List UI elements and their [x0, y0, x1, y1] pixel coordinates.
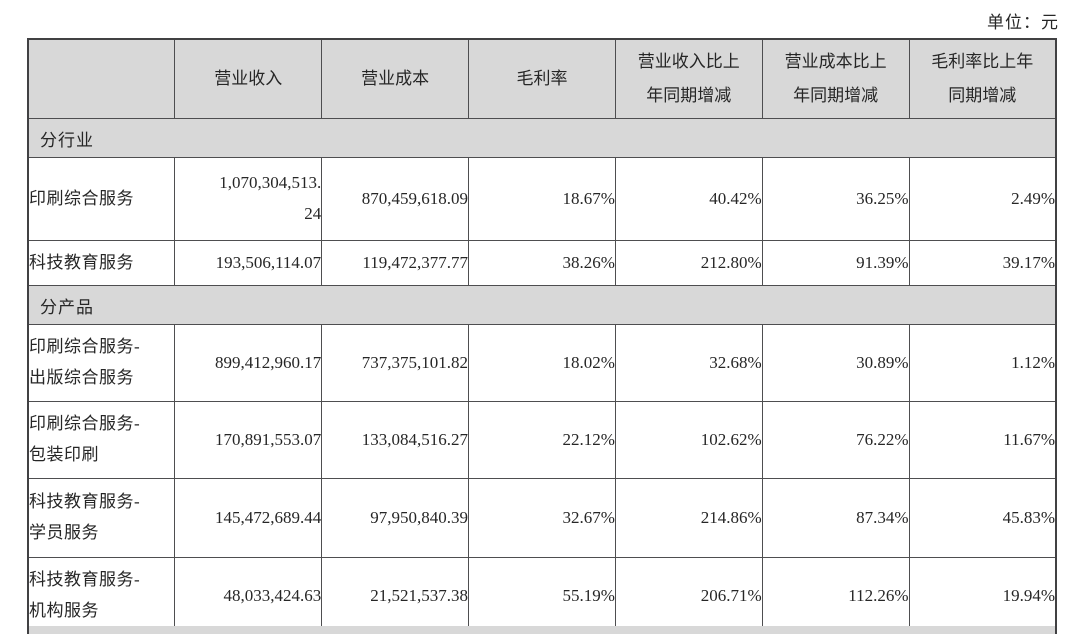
cell-revenue: 48,033,424.63 — [174, 557, 323, 634]
section-label: 分行业 — [27, 118, 1057, 158]
row-label: 科技教育服务- 机构服务 — [27, 557, 176, 634]
cell-cost-yoy: 36.25% — [761, 157, 910, 241]
cell-revenue: 145,472,689.44 — [174, 478, 323, 558]
cell-revenue: 899,412,960.17 — [174, 324, 323, 402]
cell-margin-yoy: 19.94% — [908, 557, 1057, 634]
table-row: 科技教育服务- 机构服务 48,033,424.63 21,521,537.38… — [27, 557, 1057, 634]
cell-cost-yoy: 87.34% — [761, 478, 910, 558]
cell-cost: 21,521,537.38 — [321, 557, 470, 634]
cell-revenue-yoy: 102.62% — [614, 401, 763, 479]
table-row: 科技教育服务 193,506,114.07 119,472,377.77 38.… — [27, 240, 1057, 286]
cell-gross-margin: 38.26% — [468, 240, 616, 286]
cell-cost: 737,375,101.82 — [321, 324, 470, 402]
cell-margin-yoy: 45.83% — [908, 478, 1057, 558]
row-label: 印刷综合服务 — [27, 157, 176, 241]
table-row: 印刷综合服务- 包装印刷 170,891,553.07 133,084,516.… — [27, 401, 1057, 479]
section-label: 分产品 — [27, 285, 1057, 325]
cell-revenue-yoy: 206.71% — [614, 557, 763, 634]
cell-cost: 97,950,840.39 — [321, 478, 470, 558]
col-header-category — [27, 38, 176, 119]
table-row: 科技教育服务- 学员服务 145,472,689.44 97,950,840.3… — [27, 478, 1057, 558]
row-label: 科技教育服务- 学员服务 — [27, 478, 176, 558]
cell-revenue: 1,070,304,513. 24 — [174, 157, 323, 241]
row-label: 印刷综合服务- 包装印刷 — [27, 401, 176, 479]
col-header-gross-margin: 毛利率 — [468, 38, 616, 119]
row-label: 科技教育服务 — [27, 240, 176, 286]
cell-gross-margin: 18.67% — [468, 157, 616, 241]
table-row: 印刷综合服务- 出版综合服务 899,412,960.17 737,375,10… — [27, 324, 1057, 402]
cell-cost-yoy: 76.22% — [761, 401, 910, 479]
col-header-revenue-yoy: 营业收入比上 年同期增减 — [614, 38, 763, 119]
col-header-revenue: 营业收入 — [174, 38, 323, 119]
row-label: 印刷综合服务- 出版综合服务 — [27, 324, 176, 402]
cell-cost: 119,472,377.77 — [321, 240, 470, 286]
cell-margin-yoy: 1.12% — [908, 324, 1057, 402]
cell-gross-margin: 55.19% — [468, 557, 616, 634]
next-section-band-cutoff — [27, 626, 1057, 634]
cell-revenue-yoy: 32.68% — [614, 324, 763, 402]
cell-cost-yoy: 91.39% — [761, 240, 910, 286]
cell-gross-margin: 22.12% — [468, 401, 616, 479]
cell-revenue-yoy: 212.80% — [614, 240, 763, 286]
cell-cost: 133,084,516.27 — [321, 401, 470, 479]
cell-gross-margin: 18.02% — [468, 324, 616, 402]
table-header-row: 营业收入 营业成本 毛利率 营业收入比上 年同期增减 营业成本比上 年同期增减 … — [27, 38, 1057, 119]
cell-cost-yoy: 112.26% — [761, 557, 910, 634]
cell-revenue: 193,506,114.07 — [174, 240, 323, 286]
cell-gross-margin: 32.67% — [468, 478, 616, 558]
col-header-cost-yoy: 营业成本比上 年同期增减 — [761, 38, 910, 119]
cell-revenue-yoy: 40.42% — [614, 157, 763, 241]
cell-margin-yoy: 39.17% — [908, 240, 1057, 286]
section-band-industry: 分行业 — [27, 118, 1057, 158]
cell-cost: 870,459,618.09 — [321, 157, 470, 241]
cell-margin-yoy: 2.49% — [908, 157, 1057, 241]
cell-cost-yoy: 30.89% — [761, 324, 910, 402]
section-band-product: 分产品 — [27, 285, 1057, 325]
cell-revenue: 170,891,553.07 — [174, 401, 323, 479]
financial-table: 营业收入 营业成本 毛利率 营业收入比上 年同期增减 营业成本比上 年同期增减 … — [27, 38, 1057, 634]
col-header-cost: 营业成本 — [321, 38, 470, 119]
cell-margin-yoy: 11.67% — [908, 401, 1057, 479]
cell-revenue-yoy: 214.86% — [614, 478, 763, 558]
col-header-margin-yoy: 毛利率比上年 同期增减 — [908, 38, 1057, 119]
unit-label: 单位：元 — [987, 13, 1059, 32]
table-row: 印刷综合服务 1,070,304,513. 24 870,459,618.09 … — [27, 157, 1057, 241]
